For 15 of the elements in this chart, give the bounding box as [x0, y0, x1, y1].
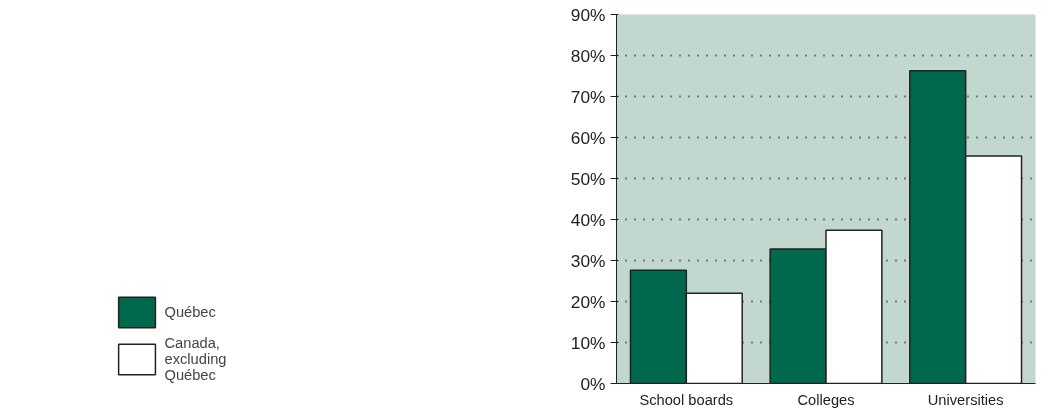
x-tick-label: School boards	[639, 391, 734, 408]
y-tick-label: 80%	[570, 45, 606, 66]
x-tick-label: Colleges	[797, 391, 855, 408]
y-tick-label: 60%	[570, 127, 606, 148]
y-tick-label: 0%	[580, 373, 606, 394]
legend-label: Québec	[164, 304, 216, 320]
y-tick-label: 90%	[570, 4, 606, 25]
y-tick-label: 10%	[570, 332, 606, 353]
y-tick-label: 20%	[570, 291, 606, 312]
y-tick-label: 30%	[570, 250, 606, 271]
y-tick-label: 50%	[570, 168, 606, 189]
x-tick-label: Universities	[927, 391, 1004, 408]
y-tick-label: 40%	[570, 209, 606, 230]
legend-label: Canada, excluding Québec	[164, 335, 227, 383]
y-tick-label: 70%	[570, 86, 606, 107]
